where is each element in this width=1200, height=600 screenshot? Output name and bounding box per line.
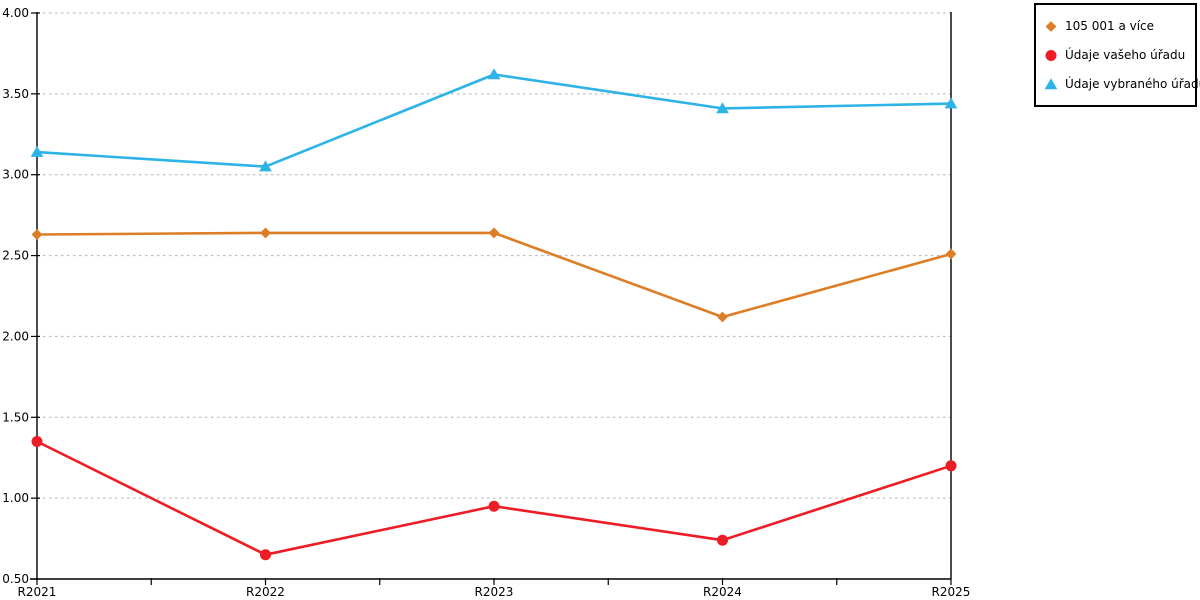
- x-axis-tick-label: R2021: [18, 585, 57, 599]
- triangle-marker-icon: [1044, 77, 1058, 89]
- y-axis-tick-label: 3.00: [2, 168, 29, 182]
- legend-item-label: 105 001 a více: [1065, 18, 1155, 33]
- y-axis-tick-label: 4.00: [2, 6, 29, 20]
- y-axis-tick-label: 3.50: [2, 87, 29, 101]
- x-axis-tick-label: R2024: [703, 585, 742, 599]
- legend-item-label: Údaje vybraného úřadu: [1065, 76, 1200, 91]
- diamond-marker-icon: [1045, 20, 1057, 32]
- legend-item-label: Údaje vašeho úřadu: [1065, 47, 1186, 62]
- circle-marker-icon: [717, 534, 728, 546]
- triangle-marker-icon: [487, 68, 501, 80]
- circle-marker-icon: [31, 436, 43, 448]
- x-axis-tick-label: R2023: [475, 585, 514, 599]
- y-axis-tick-label: 2.00: [2, 329, 29, 343]
- y-axis-tick-label: 0.50: [2, 572, 29, 586]
- legend-item-1: Údaje vašeho úřadu: [1044, 40, 1189, 69]
- y-axis-tick-label: 2.50: [2, 249, 29, 263]
- diamond-marker-icon: [717, 311, 728, 323]
- legend-item-0: 105 001 a více: [1044, 11, 1189, 40]
- series-line: [36, 231, 952, 319]
- triangle-marker-icon: [259, 160, 272, 172]
- diamond-marker-icon: [1045, 20, 1057, 32]
- diamond-marker-icon: [945, 248, 957, 260]
- diamond-marker-icon: [260, 227, 271, 239]
- x-axis-tick-label: R2025: [932, 585, 971, 599]
- diamond-marker-icon: [31, 229, 43, 240]
- x-axis-tick-label: R2022: [246, 585, 285, 599]
- triangle-marker-icon: [716, 102, 729, 114]
- series-line: [36, 73, 952, 168]
- y-axis-tick-label: 1.00: [2, 491, 29, 505]
- legend-item-2: Údaje vybraného úřadu: [1044, 69, 1200, 98]
- chart-legend: 105 001 a více Údaje vašeho úřadu Údaje vy…: [1034, 3, 1200, 107]
- diamond-marker-icon: [488, 227, 500, 239]
- series-2: [30, 68, 958, 172]
- circle-marker-icon: [488, 500, 500, 512]
- circle-marker-icon: [945, 460, 957, 472]
- triangle-marker-icon: [30, 145, 44, 157]
- series-1: [31, 436, 957, 561]
- y-axis-tick-label: 1.50: [2, 410, 29, 424]
- triangle-marker-icon: [1044, 77, 1058, 89]
- circle-marker-icon: [1045, 49, 1057, 61]
- circle-marker-icon: [260, 549, 271, 561]
- triangle-marker-icon: [944, 97, 958, 109]
- circle-marker-icon: [1045, 49, 1057, 61]
- series-0: [31, 227, 957, 323]
